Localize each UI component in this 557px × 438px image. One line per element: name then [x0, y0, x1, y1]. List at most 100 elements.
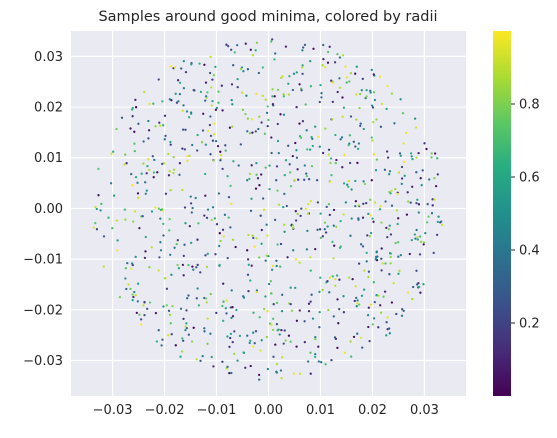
scatter-point [415, 269, 418, 272]
scatter-point [195, 358, 198, 361]
scatter-point [277, 203, 281, 206]
scatter-point [381, 262, 384, 265]
scatter-point [387, 228, 391, 231]
scatter-point [294, 286, 297, 290]
scatter-point [161, 162, 164, 166]
scatter-point [331, 118, 334, 121]
scatter-point [294, 141, 297, 145]
scatter-point [291, 88, 295, 92]
scatter-point [242, 351, 245, 354]
scatter-point [236, 85, 239, 89]
scatter-point [286, 256, 289, 259]
scatter-point [147, 158, 150, 161]
scatter-point [384, 200, 387, 203]
scatter-point [168, 217, 171, 221]
scatter-point [342, 106, 346, 109]
scatter-point [311, 137, 314, 141]
scatter-point [225, 299, 228, 302]
scatter-point [398, 152, 402, 155]
scatter-point [244, 42, 247, 45]
scatter-point [339, 245, 342, 248]
scatter-point [246, 68, 250, 71]
scatter-point [257, 71, 261, 75]
scatter-point [332, 208, 336, 212]
scatter-point [354, 200, 358, 203]
scatter-point [140, 323, 143, 326]
scatter-point [287, 93, 291, 96]
scatter-point [217, 101, 220, 104]
scatter-point [298, 372, 302, 375]
scatter-point [339, 219, 342, 223]
scatter-point [217, 192, 221, 195]
scatter-point [324, 363, 327, 366]
scatter-point [314, 335, 317, 339]
scatter-point [360, 336, 363, 340]
scatter-point [214, 65, 217, 69]
scatter-point [388, 332, 391, 335]
scatter-point [134, 98, 137, 102]
scatter-point [273, 218, 277, 222]
x-tick-label: −0.02 [145, 403, 185, 418]
scatter-point [227, 44, 230, 48]
scatter-point [355, 118, 358, 121]
scatter-point [196, 263, 199, 267]
scatter-point [409, 152, 413, 155]
scatter-point [349, 115, 353, 118]
scatter-point [206, 252, 209, 255]
scatter-point [348, 134, 352, 137]
scatter-point [326, 61, 330, 64]
scatter-point [112, 194, 116, 197]
scatter-point [408, 252, 411, 256]
scatter-point [307, 178, 311, 181]
scatter-point [405, 213, 409, 216]
scatter-point [190, 340, 194, 343]
scatter-point [327, 203, 331, 206]
scatter-point [183, 148, 187, 151]
scatter-point [185, 322, 188, 325]
scatter-point [211, 139, 215, 142]
scatter-point [415, 156, 418, 159]
scatter-point [389, 255, 392, 259]
scatter-point [328, 180, 332, 184]
scatter-point [264, 295, 267, 298]
scatter-point [168, 229, 171, 232]
scatter-point [383, 168, 387, 171]
scatter-point [140, 172, 143, 175]
scatter-point [361, 77, 364, 81]
scatter-point [366, 313, 370, 317]
scatter-point [231, 125, 234, 128]
scatter-point [328, 213, 331, 217]
scatter-point [182, 87, 186, 90]
scatter-point [226, 256, 229, 260]
scatter-point [231, 238, 235, 241]
scatter-point [355, 93, 358, 96]
scatter-point [241, 108, 245, 112]
scatter-point [209, 55, 212, 59]
scatter-point [159, 217, 162, 220]
scatter-point [246, 130, 249, 133]
scatter-point [131, 108, 134, 111]
scatter-point [173, 66, 176, 69]
scatter-point [146, 307, 149, 311]
scatter-point [249, 279, 252, 282]
scatter-point [221, 109, 224, 112]
scatter-point [163, 138, 166, 141]
scatter-point [416, 198, 419, 201]
scatter-point [311, 317, 315, 320]
scatter-point [275, 259, 278, 262]
scatter-point [204, 143, 207, 146]
scatter-point [168, 313, 172, 317]
scatter-point [354, 204, 357, 208]
scatter-point [329, 157, 333, 160]
scatter-point [390, 189, 393, 192]
scatter-point [308, 148, 312, 151]
scatter-point [134, 293, 137, 297]
scatter-point [287, 334, 291, 337]
scatter-point [356, 299, 359, 302]
scatter-point [258, 115, 261, 118]
scatter-point [301, 66, 304, 69]
scatter-point [289, 171, 292, 174]
scatter-point [159, 249, 163, 252]
scatter-point [189, 202, 193, 205]
scatter-point [326, 280, 329, 283]
